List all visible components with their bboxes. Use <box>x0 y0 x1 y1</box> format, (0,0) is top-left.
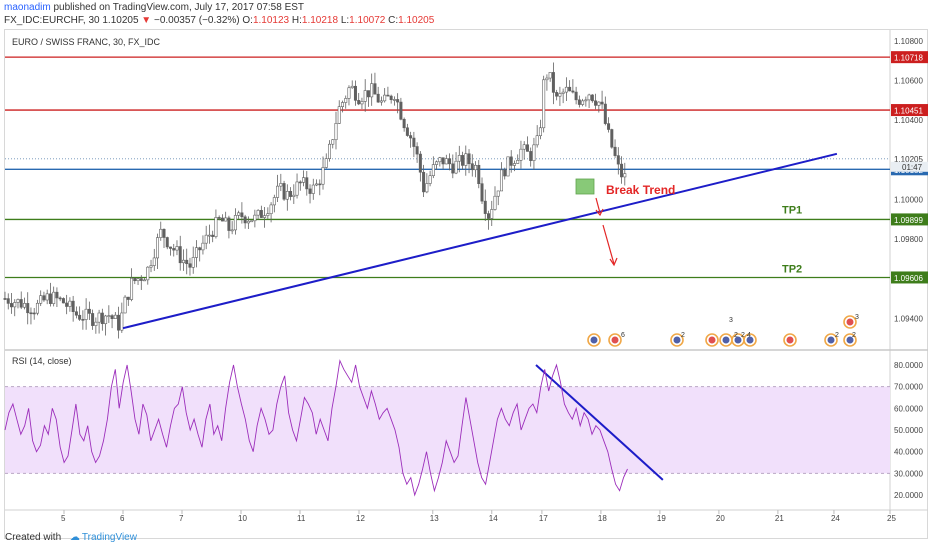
event-count: 4 <box>747 332 751 339</box>
time-axis-tick: 21 <box>775 514 784 523</box>
footer: Created with ☁ TradingView <box>5 532 137 543</box>
break-trend-label: Break Trend <box>606 183 675 197</box>
time-axis-tick: 20 <box>716 514 725 523</box>
time-axis-tick: 24 <box>831 514 840 523</box>
rsi-axis-tick: 80.0000 <box>894 361 923 370</box>
rsi-axis-tick: 70.0000 <box>894 383 923 392</box>
price-axis-tick: 1.09400 <box>894 314 923 323</box>
current-price-label: 1.10205 <box>894 155 923 164</box>
red-arrow-1 <box>595 197 604 217</box>
time-axis-tick: 11 <box>297 514 306 523</box>
time-axis-tick: 17 <box>539 514 548 523</box>
tradingview-logo-icon: ☁ <box>69 532 80 543</box>
time-axis-tick: 12 <box>356 514 365 523</box>
price-axis-tick: 1.10800 <box>894 37 923 46</box>
rsi-axis-tick: 30.0000 <box>894 469 923 478</box>
rsi-axis-tick: 20.0000 <box>894 491 923 500</box>
close-value: 1.10205 <box>398 15 435 26</box>
rsi-overbought-oversold-band <box>5 386 890 474</box>
event-count: 2 <box>734 332 738 339</box>
level-price-label: 1.09606 <box>894 274 923 283</box>
price-candles <box>3 62 627 339</box>
rsi-axis-tick: 50.0000 <box>894 426 923 435</box>
time-axis-tick: 6 <box>120 514 125 523</box>
time-axis-tick: 5 <box>61 514 66 523</box>
event-count: 2 <box>835 332 839 339</box>
publish-info: maonadim published on TradingView.com, J… <box>4 2 304 13</box>
time-axis-tick: 18 <box>598 514 607 523</box>
time-axis-tick: 25 <box>887 514 896 523</box>
high-value: 1.10218 <box>301 15 339 26</box>
level-price-tag <box>891 51 928 64</box>
break-marker <box>575 178 595 195</box>
level-price-label: 1.10451 <box>894 107 923 116</box>
countdown-label: 01:47 <box>902 163 923 172</box>
red-arrow-2 <box>602 224 618 267</box>
event-count: 6 <box>621 332 625 339</box>
close-label: C: <box>388 15 399 26</box>
level-price-tag <box>891 104 928 117</box>
time-axis-tick: 13 <box>430 514 439 523</box>
high-label: H: <box>291 15 302 26</box>
tp1-label: TP1 <box>782 204 802 216</box>
event-count: 2 <box>852 332 856 339</box>
level-price-tag <box>891 271 928 284</box>
event-count: 3 <box>855 314 859 321</box>
price-axis-tick: 1.10600 <box>894 77 923 86</box>
open-value: 1.10123 <box>252 15 290 26</box>
time-axis-tick: 7 <box>179 514 184 523</box>
level-price-tag <box>891 213 928 226</box>
event-count: 3 <box>729 317 733 324</box>
publish-text: published on TradingView.com, July 17, 2… <box>53 2 305 13</box>
price-axis-tick: 1.10000 <box>894 195 923 204</box>
rsi-title: RSI (14, close) <box>12 356 72 366</box>
low-label: L: <box>340 15 350 26</box>
open-label: O: <box>242 15 253 26</box>
symbol-info: FX_IDC:EURCHF, 30 1.10205 ▼ −0.00357 (−0… <box>4 15 434 26</box>
last-price: 1.10205 <box>102 15 139 26</box>
symbol-label: FX_IDC:EURCHF, 30 <box>4 15 100 26</box>
author-link[interactable]: maonadim <box>4 2 51 13</box>
price-change: −0.00357 (−0.32%) <box>153 15 240 26</box>
rsi-axis-tick: 60.0000 <box>894 404 923 413</box>
time-axis-tick: 14 <box>489 514 498 523</box>
price-axis-tick: 1.09800 <box>894 235 923 244</box>
price-axis-tick: 1.10400 <box>894 116 923 125</box>
rsi-line <box>4 359 628 497</box>
time-axis-tick: 19 <box>657 514 666 523</box>
countdown-box <box>891 161 928 172</box>
tradingview-brand[interactable]: TradingView <box>81 532 137 543</box>
chart-frame <box>4 29 928 539</box>
event-count: 2 <box>681 332 685 339</box>
rsi-axis-tick: 40.0000 <box>894 448 923 457</box>
rsi-trendline[interactable] <box>535 364 664 481</box>
tp2-label: TP2 <box>782 263 802 275</box>
price-trendline[interactable] <box>122 152 838 330</box>
level-price-label: 1.10718 <box>894 54 923 63</box>
level-price-label: 1.09899 <box>894 216 923 225</box>
low-value: 1.10072 <box>349 15 386 26</box>
event-count: 2 <box>741 332 745 339</box>
created-with-text: Created with <box>5 532 62 543</box>
main-chart-title: EURO / SWISS FRANC, 30, FX_IDC <box>12 37 161 47</box>
time-axis-tick: 10 <box>238 514 247 523</box>
down-arrow-icon: ▼ <box>141 15 152 26</box>
